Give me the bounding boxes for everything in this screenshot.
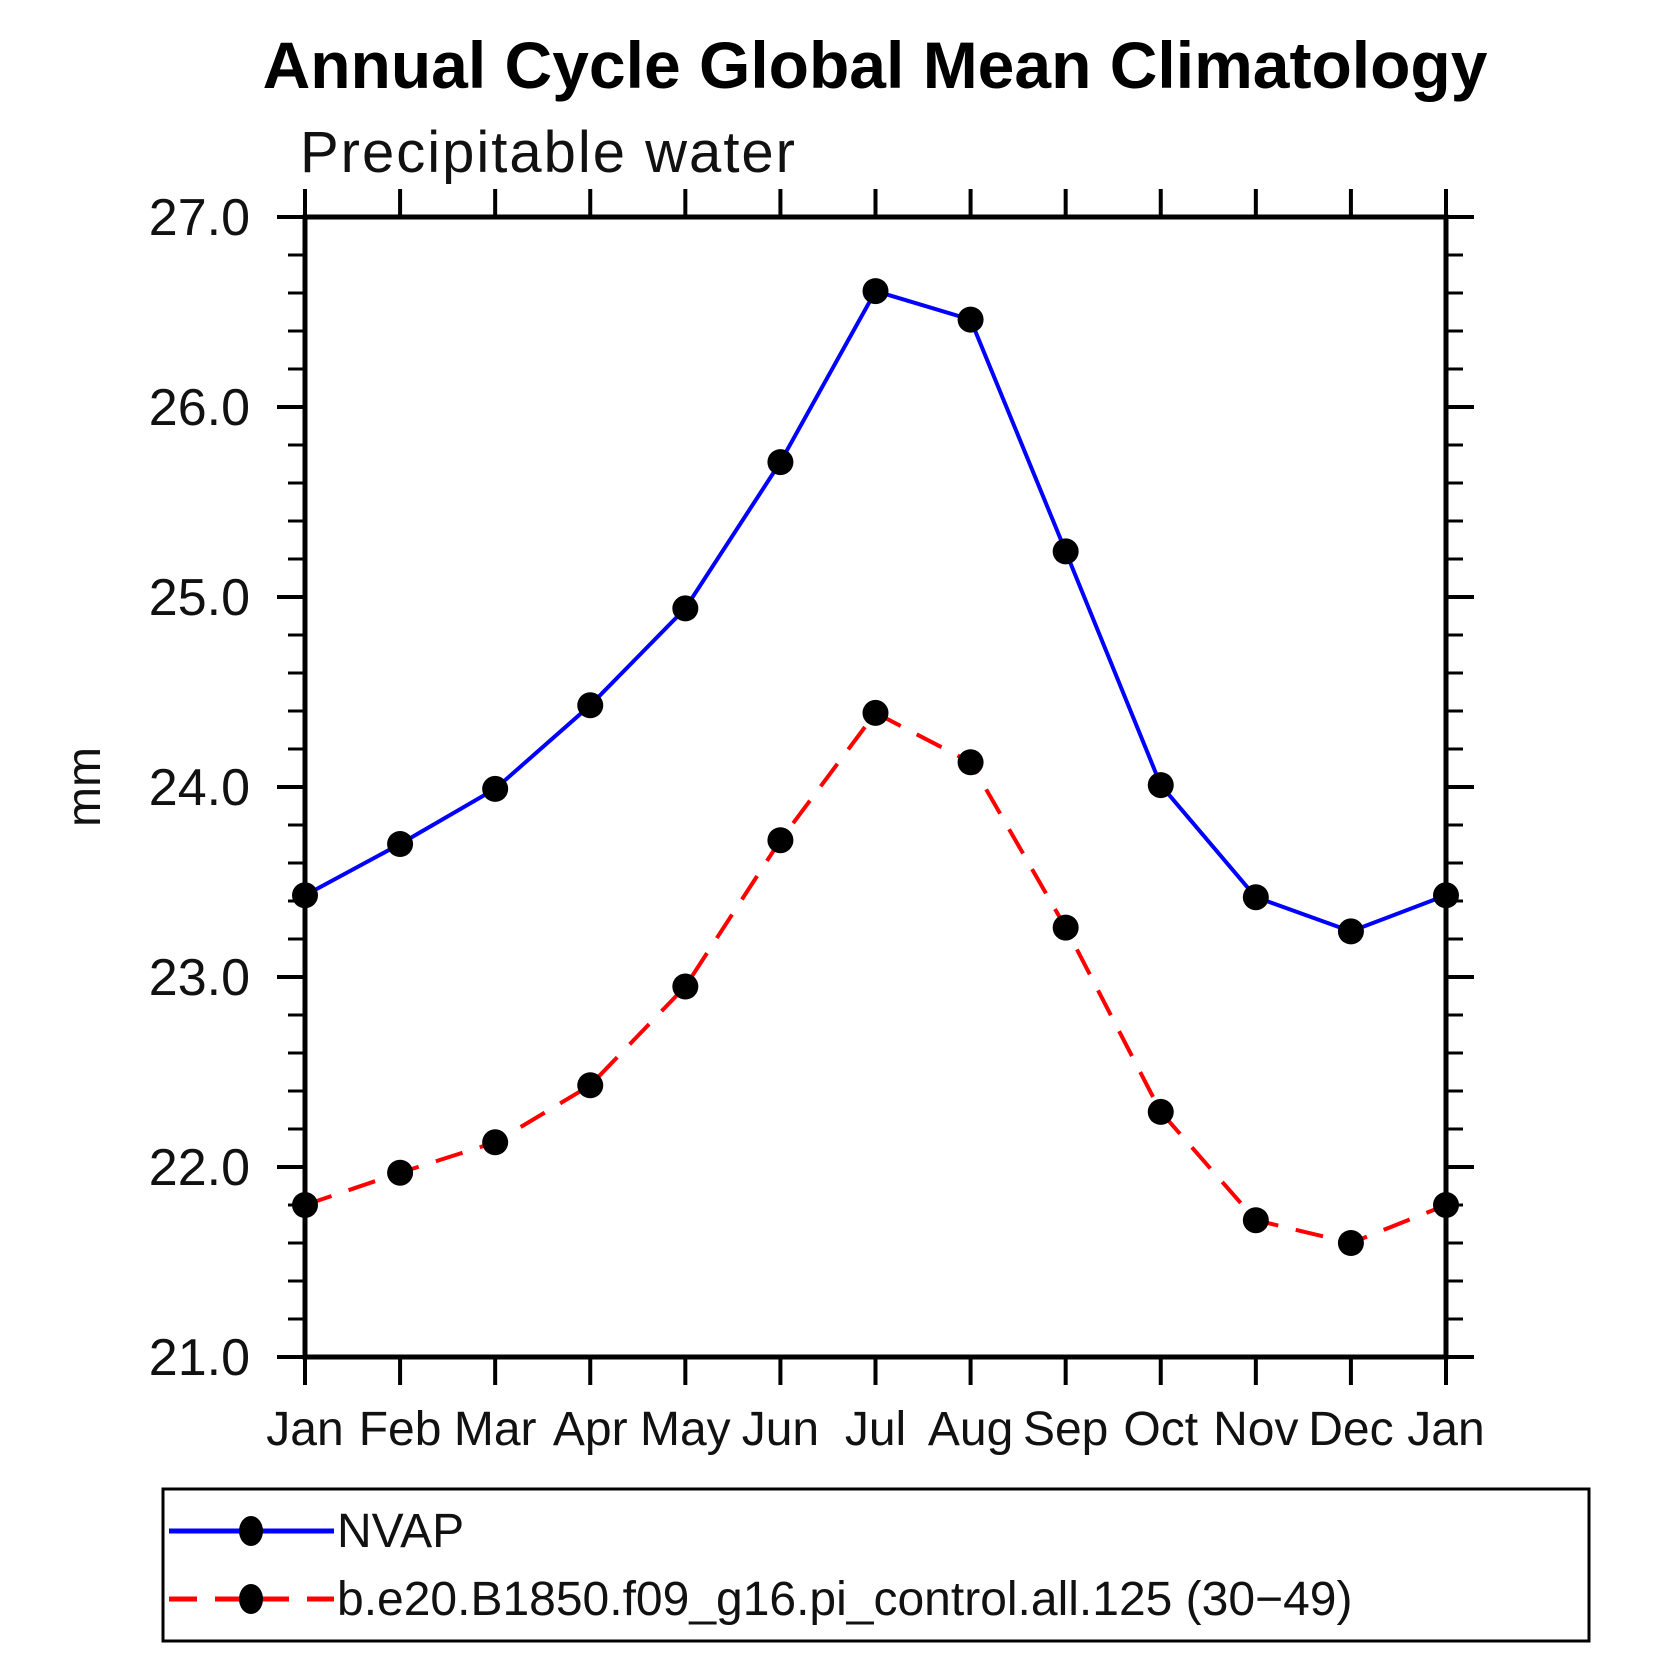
x-tick-label: Apr [553,1403,628,1456]
data-point [767,827,794,854]
y-tick-label: 27.0 [149,189,250,247]
x-tick-label: Feb [359,1403,442,1456]
y-tick-label: 22.0 [149,1139,250,1197]
data-point [1337,1230,1364,1256]
data-point [577,1072,604,1099]
x-tick-label: Jan [266,1403,343,1456]
data-point [292,1192,318,1218]
x-tick-label: Jan [1407,1403,1484,1456]
data-point [957,749,984,776]
x-tick-label: Mar [454,1403,537,1456]
data-point [577,692,604,719]
data-point [862,278,889,305]
x-tick-label: May [640,1403,731,1456]
x-tick-label: Dec [1308,1403,1393,1456]
data-point [1147,1098,1174,1125]
data-point [292,882,318,909]
y-tick-label: 21.0 [149,1329,250,1387]
data-point [1242,884,1269,911]
plot-frame [302,214,1449,1360]
x-tick-label: Nov [1213,1403,1298,1456]
data-point [1242,1207,1269,1234]
y-tick-label: 25.0 [149,569,250,627]
data-point [387,1159,414,1186]
data-point [1433,882,1459,909]
x-tick-label: Sep [1023,1403,1108,1456]
legend-box [161,1487,1591,1643]
data-point [1147,772,1174,799]
legend-sample-marker [239,1584,263,1614]
legend-sample-marker [239,1516,263,1546]
data-point [672,973,699,1000]
data-series [292,278,1459,1256]
data-point [482,1129,509,1156]
legend: NVAP b.e20.B1850.f09_g16.pi_control.all.1… [161,1487,1591,1643]
data-point [1052,538,1079,565]
x-tick-label: Oct [1123,1403,1198,1456]
y-axis-title: mm [58,747,111,827]
chart-subtitle: Precipitable water [300,120,797,185]
data-point [672,595,699,622]
data-point [387,831,414,857]
series-line-nvap [304,288,1447,934]
legend-label: NVAP [337,1505,464,1558]
data-point [957,306,984,333]
x-tick-label: Jun [742,1403,819,1456]
y-tick-label: 23.0 [149,949,250,1007]
data-point [767,449,794,476]
series-line-model [304,710,1447,1246]
legend-label: b.e20.B1850.f09_g16.pi_control.all.125 (… [337,1573,1352,1626]
chart-title: Annual Cycle Global Mean Climatology [263,28,1488,102]
data-point [1052,914,1079,941]
data-point [862,699,889,726]
data-point [1337,918,1364,945]
y-tick-label: 24.0 [149,759,250,817]
x-tick-label: Aug [928,1403,1013,1456]
axes: Jan Feb Mar Apr May Jun Jul Aug Sep Oct Nov Dec Jan 2… [149,189,1485,1456]
data-point [482,775,509,802]
data-point [1433,1192,1459,1218]
y-tick-label: 26.0 [149,379,250,437]
x-tick-label: Jul [845,1403,906,1456]
